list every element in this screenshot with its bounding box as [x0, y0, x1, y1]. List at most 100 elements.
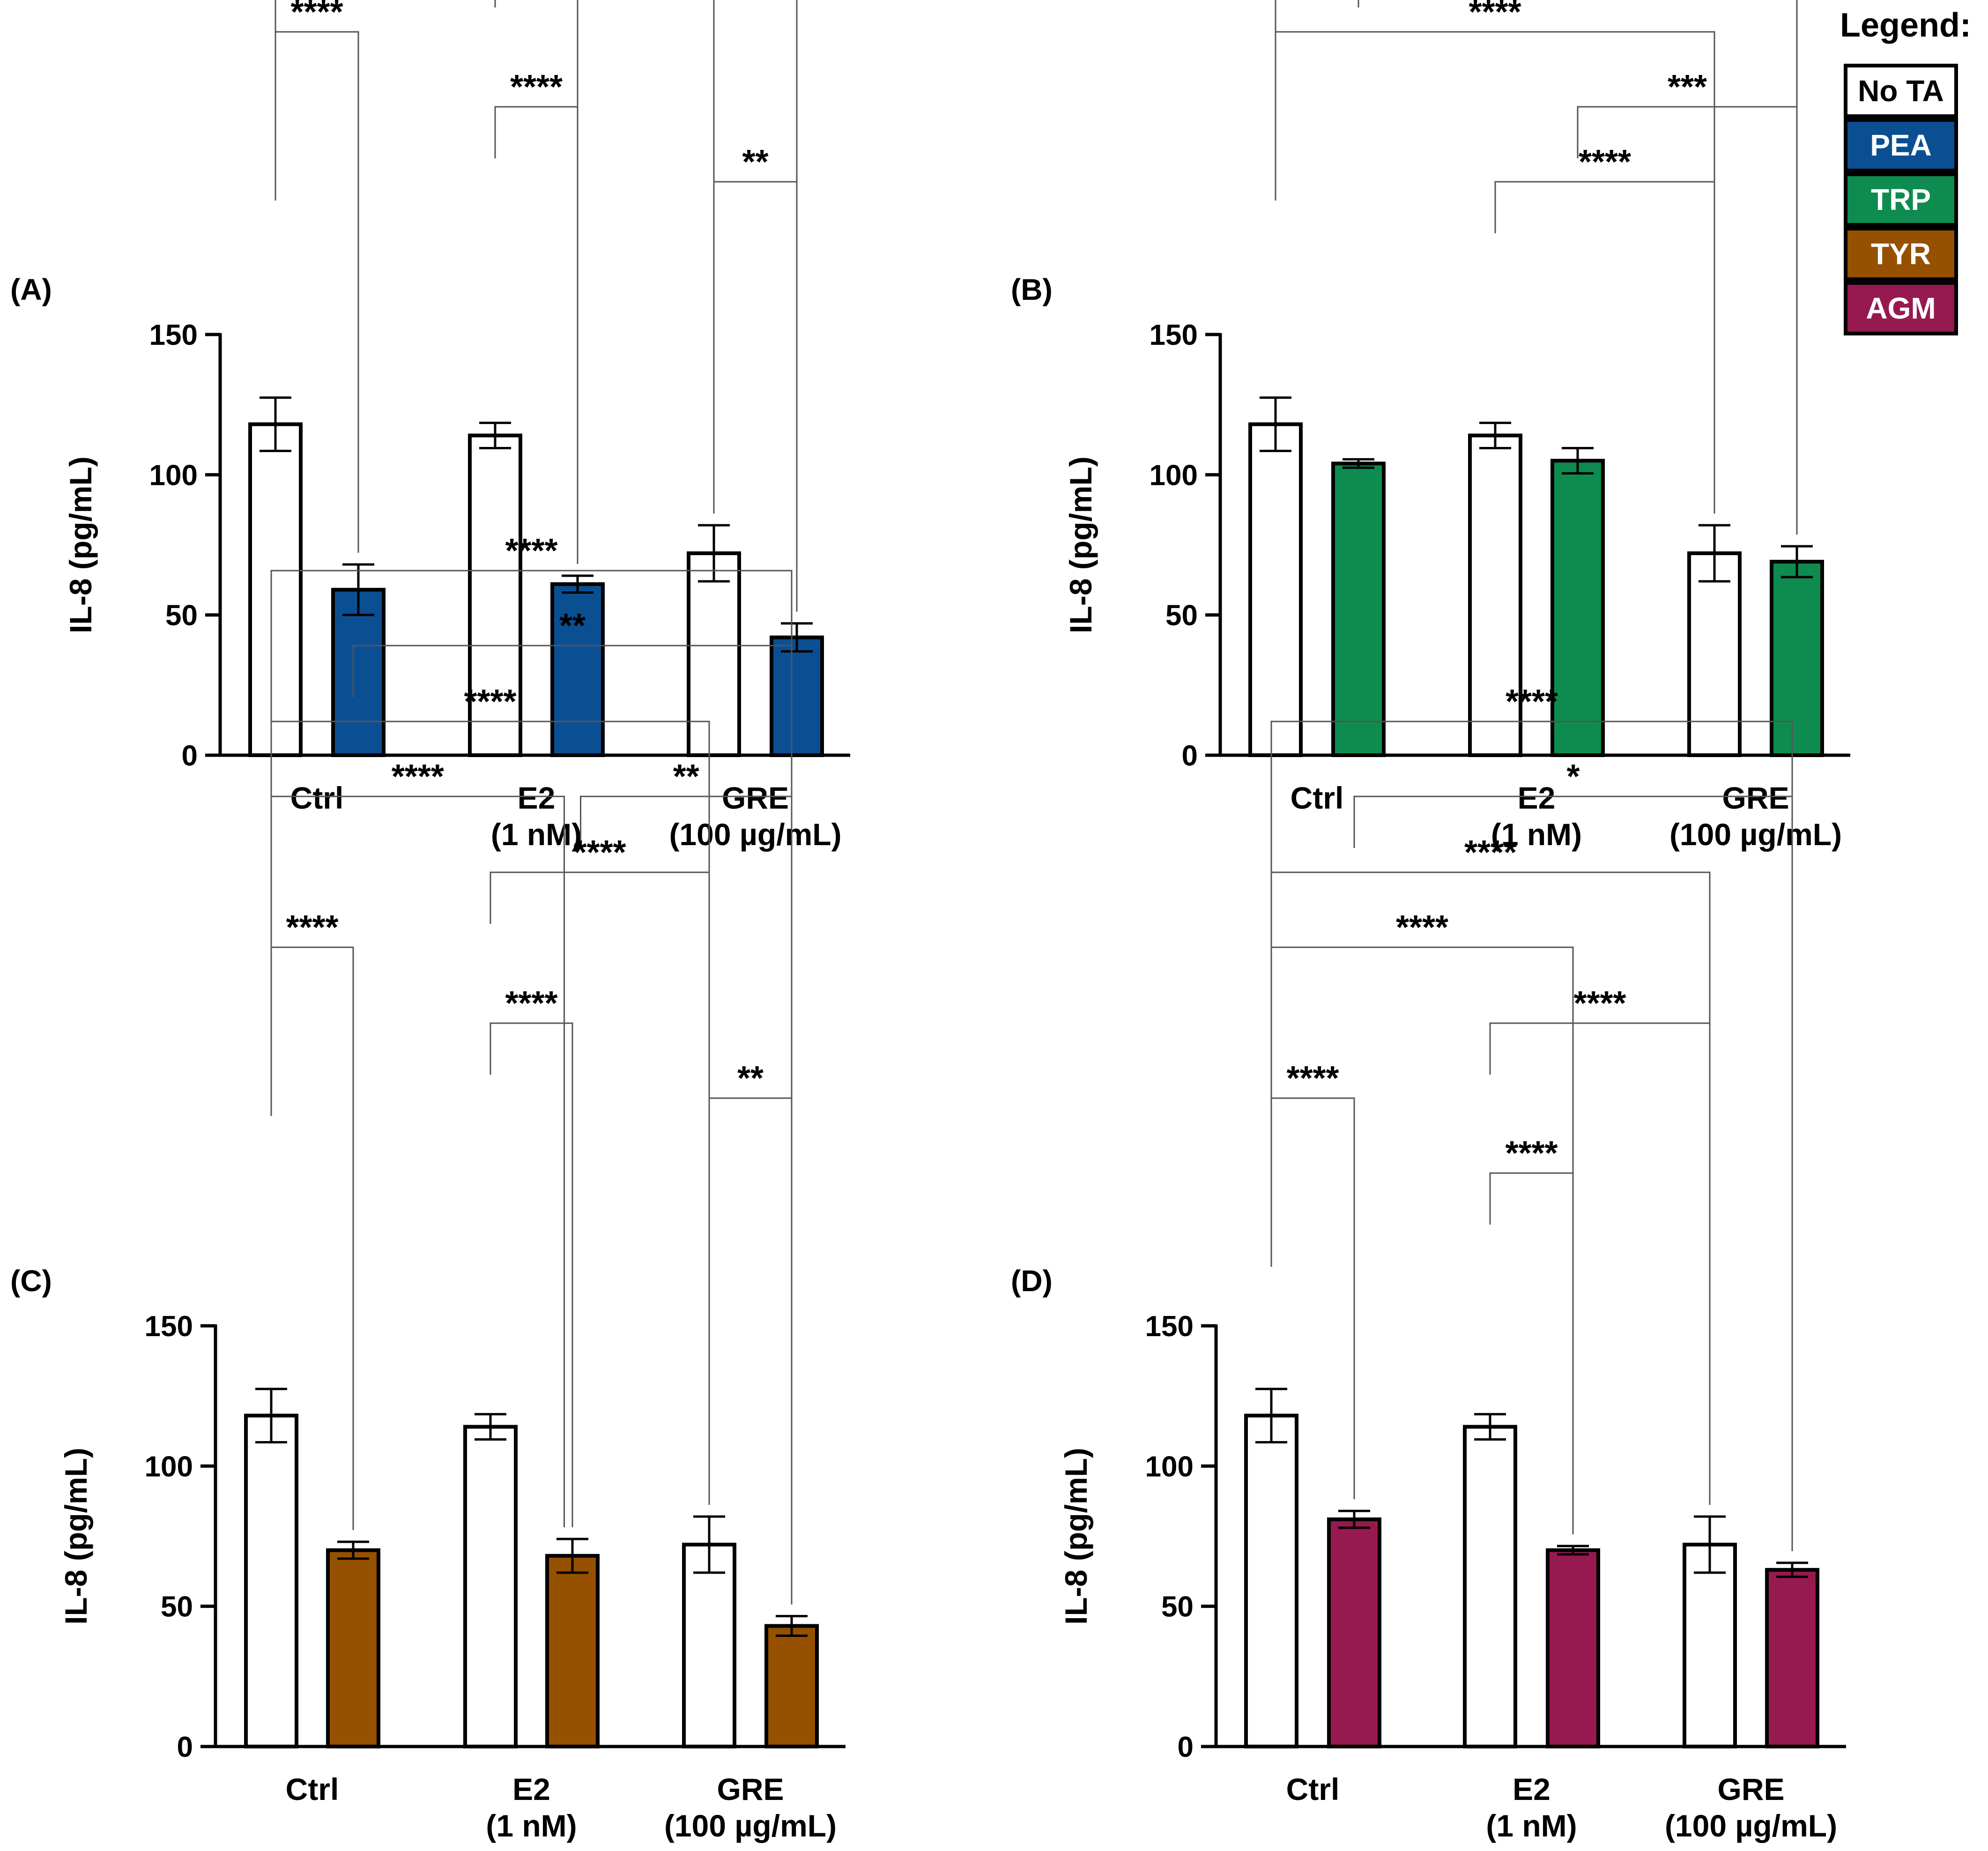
x-category-label: GRE — [1722, 781, 1789, 815]
bar — [248, 422, 303, 757]
legend-swatch — [1844, 64, 1958, 118]
significance-stars: * — [1566, 758, 1580, 795]
x-category-label: (1 nM) — [1486, 1808, 1577, 1843]
legend-item-label: No TA — [1858, 74, 1944, 108]
x-category-label: (1 nM) — [486, 1808, 577, 1843]
x-category-label: E2 — [518, 781, 556, 815]
bar — [682, 1542, 736, 1748]
bar — [1463, 1425, 1517, 1748]
x-category-label: GRE — [722, 781, 789, 815]
significance-stars: **** — [1469, 0, 1521, 31]
significance-bracket — [1489, 1022, 1711, 1505]
x-category-label: Ctrl — [1291, 781, 1344, 815]
legend-title: Legend: — [1840, 7, 1971, 44]
significance-stars: **** — [1573, 985, 1626, 1022]
x-category-label: GRE — [1717, 1772, 1784, 1806]
legend-item-label: PEA — [1870, 128, 1932, 162]
x-category-label: Ctrl — [1286, 1772, 1340, 1806]
panel-label: (D) — [1011, 1264, 1053, 1298]
y-tick-label: 100 — [145, 1450, 193, 1483]
legend-swatch — [1844, 227, 1958, 281]
bar — [1687, 551, 1742, 757]
y-axis-title: IL-8 (pg/mL) — [1063, 456, 1098, 633]
significance-bracket — [708, 1097, 793, 1605]
significance-stars: **** — [286, 909, 338, 946]
bar — [545, 1554, 600, 1749]
y-axis-title: IL-8 (pg/mL) — [1059, 1448, 1093, 1625]
significance-bracket — [494, 0, 715, 514]
bar — [1546, 1548, 1600, 1749]
bar — [326, 1548, 380, 1749]
significance-stars: ** — [673, 758, 699, 795]
bar — [770, 635, 824, 758]
x-category-label: GRE — [717, 1772, 784, 1806]
y-tick-label: 0 — [1182, 740, 1198, 772]
legend: Legend: No TA PEA TRP TYR AGM — [1840, 7, 1971, 335]
x-category-label: Ctrl — [286, 1772, 339, 1806]
bar — [1327, 1517, 1381, 1749]
significance-stars: **** — [1464, 834, 1517, 871]
significance-stars: **** — [1286, 1060, 1339, 1097]
y-tick-label: 0 — [182, 740, 198, 772]
significance-bracket — [270, 721, 710, 1505]
significance-stars: **** — [1505, 1135, 1558, 1172]
panel-label: (C) — [10, 1264, 52, 1298]
significance-stars: ** — [559, 607, 586, 645]
bar — [1468, 433, 1522, 757]
significance-stars: **** — [573, 834, 626, 871]
y-tick-label: 150 — [145, 1310, 193, 1343]
significance-bracket — [270, 795, 565, 1527]
bar — [1683, 1542, 1737, 1748]
significance-stars: **** — [1506, 683, 1558, 721]
significance-stars: **** — [464, 683, 516, 721]
significance-bracket — [1489, 1172, 1574, 1534]
significance-bracket — [270, 946, 354, 1530]
significance-stars: ** — [737, 1060, 764, 1097]
y-tick-label: 150 — [1145, 1310, 1194, 1343]
significance-bracket — [490, 1022, 573, 1527]
significance-stars: **** — [392, 758, 444, 795]
significance-stars: **** — [290, 0, 343, 31]
y-tick-label: 100 — [1150, 459, 1198, 491]
y-tick-label: 50 — [161, 1591, 193, 1623]
bar — [1248, 422, 1303, 757]
y-tick-label: 50 — [1165, 600, 1198, 632]
significance-bracket — [1577, 106, 1798, 535]
significance-bracket — [490, 871, 710, 1505]
y-tick-label: 150 — [1150, 319, 1198, 351]
significance-bracket — [580, 795, 793, 1605]
panel-label: (A) — [10, 273, 52, 306]
y-tick-label: 50 — [165, 600, 198, 632]
significance-bracket — [494, 106, 579, 564]
legend-item-label: AGM — [1866, 291, 1936, 325]
legend-item-label: TYR — [1871, 237, 1931, 271]
bar — [1244, 1413, 1298, 1748]
legend-swatch — [1844, 118, 1958, 172]
significance-bracket — [1494, 181, 1715, 514]
significance-stars: **** — [1396, 909, 1448, 946]
y-axis-title: IL-8 (pg/mL) — [59, 1448, 93, 1625]
bar — [1770, 559, 1824, 758]
legend-swatch — [1844, 172, 1958, 227]
x-category-label: E2 — [1518, 781, 1556, 815]
bar — [463, 1425, 518, 1748]
significance-stars: **** — [510, 68, 563, 106]
y-tick-label: 50 — [1161, 1591, 1194, 1623]
x-category-label: Ctrl — [290, 781, 344, 815]
chart-panel: (B) 0 50 100 150 IL-8 (pg/mL) Ctrl E2(1 nM) GRE(… — [1011, 0, 1850, 852]
legend-swatch — [1844, 281, 1958, 335]
x-category-label: (1 nM) — [1491, 817, 1582, 852]
x-category-label: (100 µg/mL) — [669, 817, 841, 852]
x-category-label: (100 µg/mL) — [664, 1808, 837, 1843]
panel-label: (B) — [1011, 273, 1053, 306]
y-tick-label: 0 — [177, 1731, 193, 1763]
y-tick-label: 100 — [1145, 1450, 1194, 1483]
significance-bracket — [1275, 0, 1798, 535]
significance-bracket — [274, 31, 359, 553]
x-category-label: (100 µg/mL) — [1665, 1808, 1837, 1843]
significance-stars: **** — [505, 532, 557, 570]
